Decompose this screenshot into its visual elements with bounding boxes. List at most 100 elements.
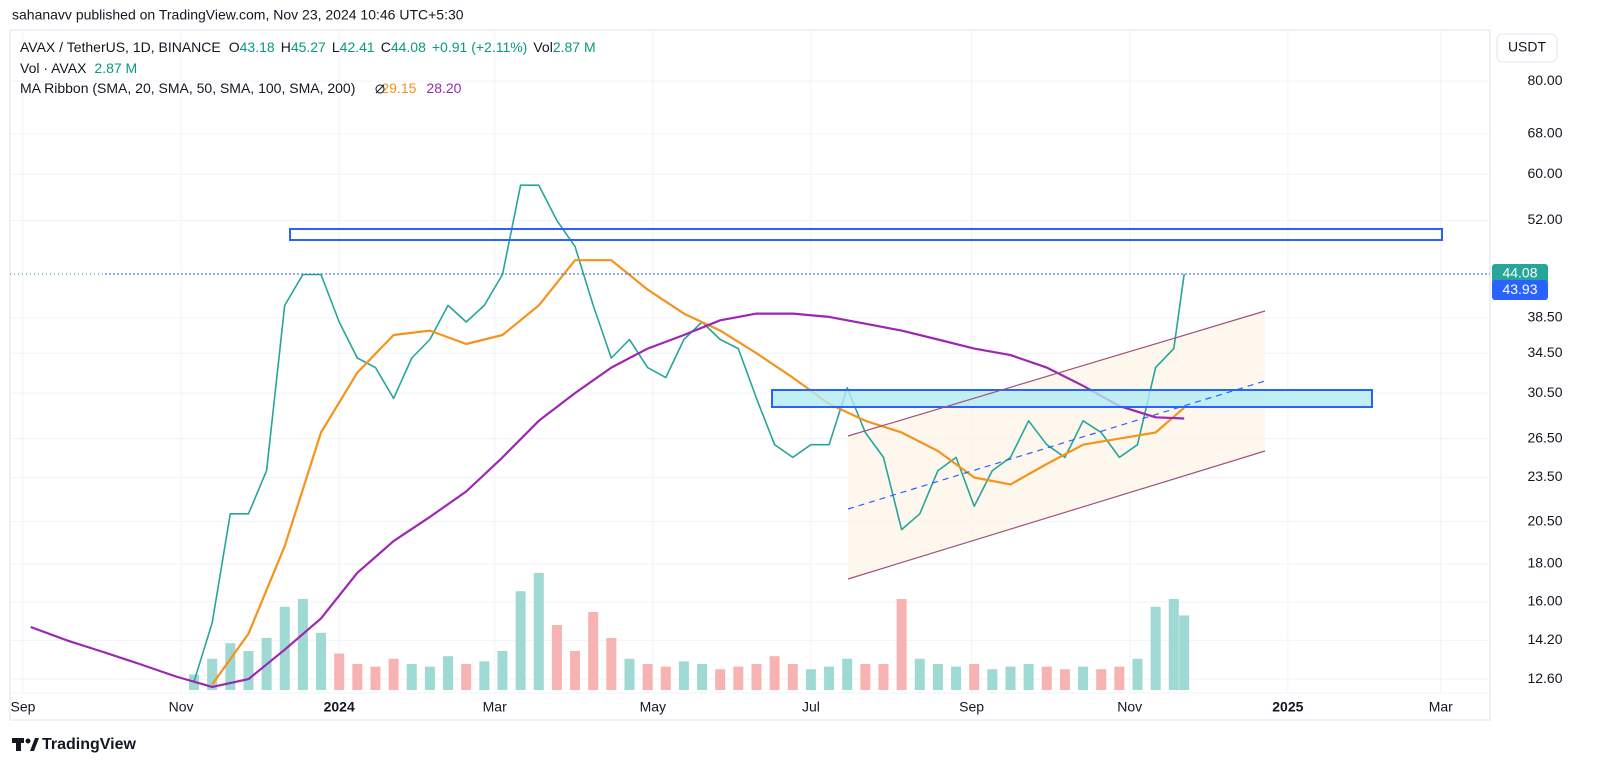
x-tick-label: Sep	[10, 699, 35, 715]
volume-bar	[243, 651, 254, 690]
price-badge	[1492, 263, 1548, 284]
logo	[12, 738, 39, 751]
close: 44.08	[391, 39, 426, 55]
volume-bar	[1114, 666, 1125, 690]
symbol: AVAX / TetherUS, 1D, BINANCE	[20, 39, 221, 55]
volume-bar	[606, 638, 617, 690]
open-key: O	[229, 39, 240, 55]
ma-icon	[375, 84, 385, 94]
volume-bar	[424, 666, 435, 690]
channel-top	[847, 310, 1266, 437]
volume-value: 2.87 M	[94, 60, 137, 76]
unit: USDT	[1508, 39, 1547, 55]
x-tick-label: Nov	[1117, 699, 1142, 715]
volume-bar	[316, 632, 327, 690]
volume-bar	[479, 661, 490, 690]
volume-bar	[1041, 666, 1052, 690]
volume-bar	[969, 664, 980, 690]
volume-bar	[406, 664, 417, 690]
y-tick-label: 26.50	[1527, 429, 1562, 445]
volume-bar	[207, 658, 218, 690]
volume-bar	[987, 669, 998, 690]
y-tick-label: 30.50	[1527, 384, 1562, 400]
mark-price-label: 43.93	[1502, 281, 1537, 297]
volume-bar	[461, 664, 472, 690]
ma-icon	[375, 84, 385, 94]
volume-bar	[1132, 658, 1143, 690]
volume-bar	[660, 666, 671, 690]
x-tick-label: May	[640, 699, 666, 715]
volume-bar	[388, 658, 399, 690]
volume-bar	[787, 664, 798, 690]
support-zone	[771, 389, 1373, 408]
logo-part	[25, 738, 31, 744]
volume-bar	[1023, 664, 1034, 690]
y-tick-label: 68.00	[1527, 124, 1562, 140]
close-key: C	[381, 39, 391, 55]
y-tick-label: 38.50	[1527, 308, 1562, 324]
volume-bar	[334, 653, 345, 690]
volume-bar	[570, 651, 581, 690]
volume-bar	[1179, 615, 1190, 690]
volume-bar	[733, 666, 744, 690]
volume-bar	[1059, 669, 1070, 690]
volume-bar	[878, 664, 889, 690]
series-line	[30, 312, 1185, 688]
vol: 2.87 M	[553, 39, 596, 55]
logo-part	[16, 738, 21, 751]
volume-bar	[1096, 669, 1107, 690]
channel-fill	[848, 311, 1265, 579]
volume-bar	[588, 612, 599, 690]
volume-bar	[352, 664, 363, 690]
volume-bar	[914, 658, 925, 690]
legend-volume: Vol · AVAX 2.87 M	[20, 60, 137, 76]
open: 43.18	[240, 39, 275, 55]
y-tick-label: 20.50	[1527, 512, 1562, 528]
volume-bar	[951, 666, 962, 690]
volume-bar	[497, 651, 508, 690]
low-key: L	[332, 39, 340, 55]
x-tick-label: Mar	[483, 699, 507, 715]
high-key: H	[281, 39, 291, 55]
volume-bar	[551, 625, 562, 690]
drawings	[848, 311, 1265, 579]
volume-bar	[370, 666, 381, 690]
volume-bar	[697, 664, 708, 690]
y-tick-label: 14.20	[1527, 631, 1562, 647]
volume-bar	[1005, 666, 1016, 690]
x-tick-label: 2025	[1272, 699, 1303, 715]
y-tick-label: 18.00	[1527, 554, 1562, 570]
ma-value: 29.15	[381, 80, 416, 96]
low: 42.41	[340, 39, 375, 55]
y-tick-label: 60.00	[1527, 165, 1562, 181]
ma-value: 28.20	[426, 80, 461, 96]
vol-key: Vol	[533, 39, 552, 55]
logo-part	[30, 738, 39, 751]
unit-box	[1496, 33, 1558, 63]
volume-bar	[805, 669, 816, 690]
volume-bar	[297, 599, 308, 690]
volume-bar	[678, 661, 689, 690]
volume-bar	[642, 664, 653, 690]
drawings-top	[289, 228, 1443, 580]
brand: TradingView	[42, 736, 137, 753]
channel-bottom	[847, 450, 1266, 580]
volume-name: Vol · AVAX	[20, 60, 87, 76]
volume-bar	[225, 643, 236, 690]
legend-ma: MA Ribbon (SMA, 20, SMA, 50, SMA, 100, S…	[20, 80, 462, 96]
y-tick-label: 23.50	[1527, 468, 1562, 484]
high: 45.27	[291, 39, 326, 55]
ma-name: MA Ribbon (SMA, 20, SMA, 50, SMA, 100, S…	[20, 80, 355, 96]
x-tick-label: 2024	[324, 699, 355, 715]
volume-bar	[860, 664, 871, 690]
volume-bar	[624, 658, 635, 690]
x-tick-label: Mar	[1429, 699, 1453, 715]
volume-bar	[896, 599, 907, 690]
volume-bar	[715, 669, 726, 690]
x-tick-label: Jul	[802, 699, 820, 715]
volume-bar	[769, 656, 780, 690]
x-tick-label: Sep	[959, 699, 984, 715]
y-tick-label: 12.60	[1527, 670, 1562, 686]
